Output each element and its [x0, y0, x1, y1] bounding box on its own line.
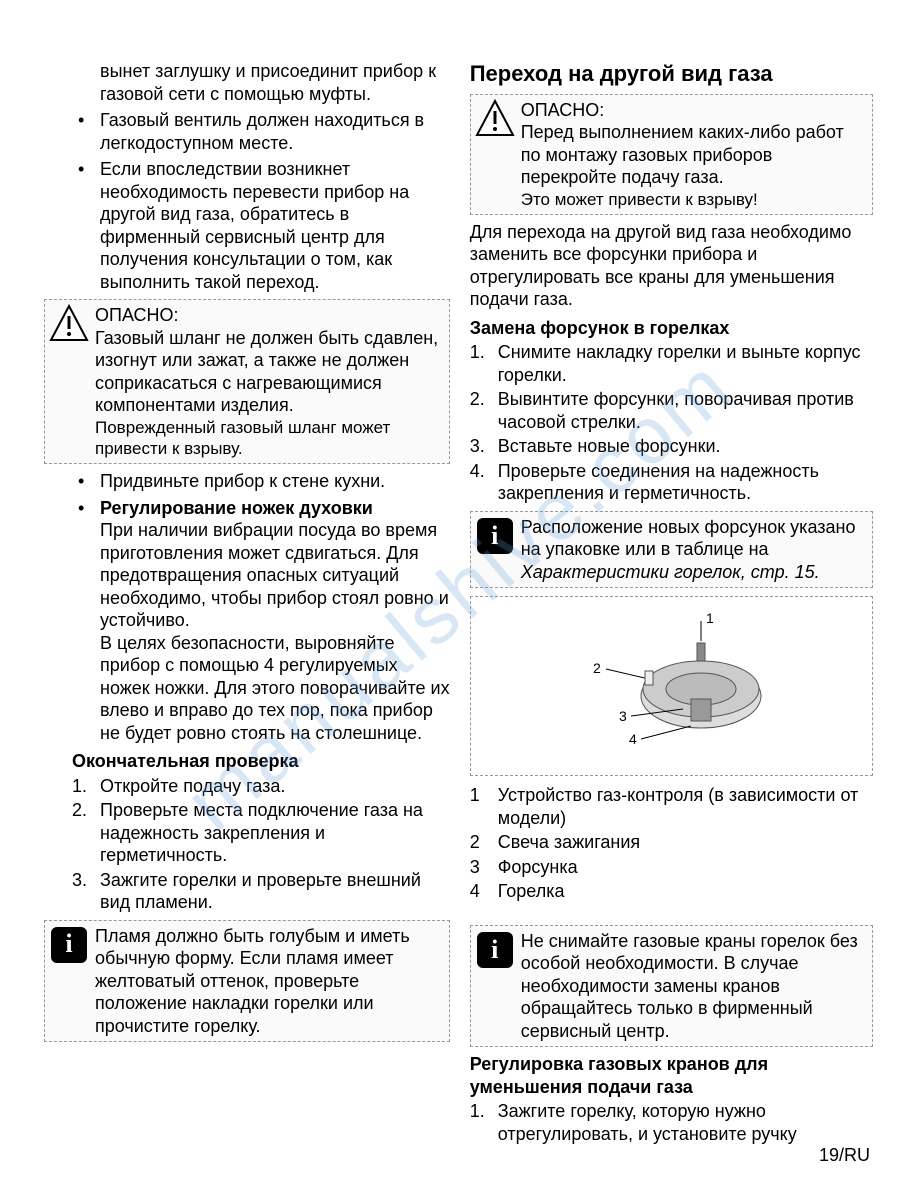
svg-text:2: 2: [593, 660, 601, 676]
bullet-item: Придвиньте прибор к стене кухни.: [72, 470, 450, 493]
info-icon: i: [477, 932, 513, 968]
list-item: 2.Проверьте места подключение газа на на…: [72, 799, 450, 867]
two-column-layout: вынет заглушку и присоединит прибор к га…: [45, 60, 873, 1147]
info-icon: i: [477, 518, 513, 554]
legend-row: 3Форсунка: [470, 856, 873, 879]
danger-body: Перед выполнением каких-либо работ по мо…: [521, 121, 866, 189]
list-item: 1.Откройте подачу газа.: [72, 775, 450, 798]
danger-sub: Это может привести к взрыву!: [521, 189, 866, 210]
warning-triangle-icon: [49, 304, 89, 342]
adjust-list: 1.Зажгите горелку, которую нужно отрегул…: [470, 1100, 873, 1145]
danger-box-gas: ОПАСНО: Перед выполнением каких-либо раб…: [470, 94, 873, 215]
legend-text: Свеча зажигания: [498, 831, 873, 854]
danger-body: Газовый шланг не должен быть сдавлен, из…: [95, 327, 443, 417]
intro-text: вынет заглушку и присоединит прибор к га…: [100, 60, 450, 105]
bullet-subtitle: Регулирование ножек духовки: [100, 498, 373, 518]
info-box-valves: i Не снимайте газовые краны горелок без …: [470, 925, 873, 1048]
right-column: Переход на другой вид газа ОПАСНО: Перед…: [470, 60, 873, 1147]
final-check-heading: Окончательная проверка: [72, 750, 450, 773]
list-text: Зажгите горелки и проверьте внешний вид …: [100, 870, 421, 913]
legend-num: 4: [470, 880, 498, 903]
danger-sub: Поврежденный газовый шланг может привест…: [95, 417, 443, 460]
adjust-heading: Регулировка газовых кранов для уменьшени…: [470, 1053, 873, 1098]
list-text: Проверьте соединения на надежность закре…: [498, 461, 819, 504]
info-text: Пламя должно быть голубым и иметь обычну…: [95, 925, 443, 1038]
list-item: 1.Снимите накладку горелки и выньте корп…: [470, 341, 873, 386]
svg-text:1: 1: [706, 611, 714, 626]
burner-diagram: 1 2 3 4: [470, 596, 873, 776]
page-number: 19/RU: [819, 1144, 870, 1167]
legend-row: 2Свеча зажигания: [470, 831, 873, 854]
list-item: 1.Зажгите горелку, которую нужно отрегул…: [470, 1100, 873, 1145]
list-text: Зажгите горелку, которую нужно отрегулир…: [498, 1101, 797, 1144]
danger-title: ОПАСНО:: [95, 304, 443, 327]
legend-text: Горелка: [498, 880, 873, 903]
legend-text: Устройство газ-контроля (в зависимости о…: [498, 784, 873, 829]
left-column: вынет заглушку и присоединит прибор к га…: [45, 60, 450, 1147]
bullet-paragraph: В целях безопасности, выровняйте прибор …: [100, 633, 450, 743]
svg-text:3: 3: [619, 708, 627, 724]
list-text: Откройте подачу газа.: [100, 776, 285, 796]
bullet-item: Если впоследствии возникнет необходимост…: [72, 158, 450, 293]
left-bullet-list-2: Придвиньте прибор к стене кухни. Регулир…: [72, 470, 450, 744]
list-item: 2.Вывинтите форсунки, поворачивая против…: [470, 388, 873, 433]
info-box-nozzles: i Расположение новых форсунок указано на…: [470, 511, 873, 589]
left-bullet-list: Газовый вентиль должен находиться в легк…: [72, 109, 450, 293]
legend-num: 2: [470, 831, 498, 854]
list-text: Проверьте места подключение газа на наде…: [100, 800, 423, 865]
svg-text:4: 4: [629, 731, 637, 747]
info-icon: i: [51, 927, 87, 963]
info-text: Не снимайте газовые краны горелок без ос…: [521, 930, 866, 1043]
bullet-item: Газовый вентиль должен находиться в легк…: [72, 109, 450, 154]
legend-num: 1: [470, 784, 498, 829]
list-item: 3.Зажгите горелки и проверьте внешний ви…: [72, 869, 450, 914]
list-item: 3.Вставьте новые форсунки.: [470, 435, 873, 458]
gas-intro: Для перехода на другой вид газа необходи…: [470, 221, 873, 311]
legend-text: Форсунка: [498, 856, 873, 879]
legend-num: 3: [470, 856, 498, 879]
danger-box-hose: ОПАСНО: Газовый шланг не должен быть сда…: [44, 299, 450, 464]
legend-row: 1Устройство газ-контроля (в зависимости …: [470, 784, 873, 829]
danger-title: ОПАСНО:: [521, 99, 866, 122]
burner-svg: 1 2 3 4: [561, 611, 781, 761]
bullet-item: Регулирование ножек духовки При наличии …: [72, 497, 450, 745]
warning-triangle-icon: [475, 99, 515, 137]
replace-heading: Замена форсунок в горелках: [470, 317, 873, 340]
legend-row: 4Горелка: [470, 880, 873, 903]
info-text: Расположение новых форсунок указано на у…: [521, 517, 856, 560]
list-text: Снимите накладку горелки и выньте корпус…: [498, 342, 861, 385]
section-title-gas: Переход на другой вид газа: [470, 60, 873, 88]
bullet-paragraph: При наличии вибрации посуда во время при…: [100, 520, 449, 630]
info-box-flame: i Пламя должно быть голубым и иметь обыч…: [44, 920, 450, 1043]
list-item: 4.Проверьте соединения на надежность зак…: [470, 460, 873, 505]
info-text-italic: Характеристики горелок, стр. 15.: [521, 562, 820, 582]
list-text: Вывинтите форсунки, поворачивая против ч…: [498, 389, 854, 432]
legend: 1Устройство газ-контроля (в зависимости …: [470, 784, 873, 903]
list-text: Вставьте новые форсунки.: [498, 436, 721, 456]
replace-list: 1.Снимите накладку горелки и выньте корп…: [470, 341, 873, 505]
final-check-list: 1.Откройте подачу газа. 2.Проверьте мест…: [72, 775, 450, 914]
